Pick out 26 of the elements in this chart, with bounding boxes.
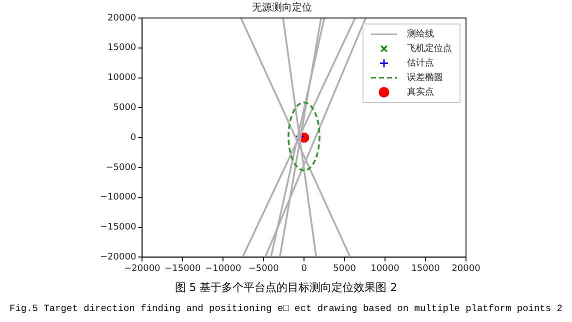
caption: Fig.5 Target direction finding and positioning e□ ect drawing based on multiple platform points 2 bbox=[8, 303, 564, 314]
y-tick-label: −5000 bbox=[106, 162, 136, 173]
x-tick-label: 0 bbox=[301, 264, 308, 274]
y-tick-label: 10000 bbox=[108, 73, 136, 84]
chart-title: 无源测向定位 bbox=[252, 2, 312, 14]
legend-label: 估计点 bbox=[407, 58, 434, 69]
y-tick-label: −15000 bbox=[100, 222, 136, 233]
y-tick-label: 5000 bbox=[113, 103, 136, 114]
x-tick-label: −10000 bbox=[205, 264, 242, 274]
y-tick-label: 20000 bbox=[108, 13, 136, 24]
legend-label: 飞机定位点 bbox=[407, 43, 452, 54]
x-tick-label: −15000 bbox=[164, 264, 202, 274]
y-tick-label: 15000 bbox=[108, 43, 136, 54]
caption: 图 5 基于多个平台点的目标测向定位效果图 2 bbox=[174, 280, 398, 295]
y-tick-label: 0 bbox=[130, 132, 136, 143]
y-tick-label: −20000 bbox=[100, 252, 136, 263]
legend-label: 误差椭圆 bbox=[407, 72, 443, 84]
x-tick-label: 15000 bbox=[411, 264, 440, 274]
x-tick-label: 10000 bbox=[370, 264, 400, 274]
y-tick-label: −10000 bbox=[100, 192, 136, 203]
legend-label: 测绘线 bbox=[407, 28, 434, 40]
legend-label: 真实点 bbox=[407, 86, 434, 98]
x-tick-label: 20000 bbox=[452, 264, 481, 274]
x-tick-label: −20000 bbox=[124, 264, 161, 274]
x-tick-label: 5000 bbox=[333, 264, 356, 274]
x-tick-label: −5000 bbox=[248, 264, 280, 274]
